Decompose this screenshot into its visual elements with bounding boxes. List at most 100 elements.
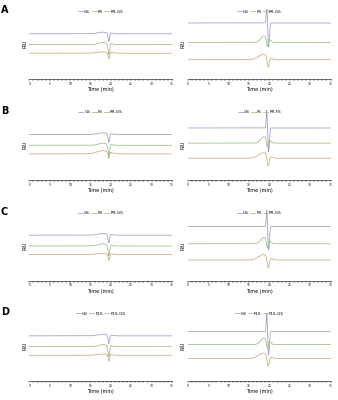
F1S-GS [240, 356, 244, 361]
PS [101, 40, 105, 45]
PR-GS [329, 258, 333, 262]
PS [120, 42, 124, 47]
PR-GS [303, 258, 307, 262]
PS [27, 42, 31, 47]
PS [186, 40, 190, 45]
F1S-GS [271, 356, 275, 360]
Line: GS: GS [29, 133, 172, 142]
F1S [279, 342, 283, 347]
GS [265, 107, 269, 112]
PS [134, 244, 138, 248]
GS [240, 126, 244, 130]
Legend: GS, PS, PR-GS: GS, PS, PR-GS [78, 10, 123, 14]
PR-GS [240, 258, 244, 262]
FS [134, 143, 138, 148]
GS [120, 132, 124, 137]
X-axis label: Time (min): Time (min) [87, 390, 114, 394]
PR-GS [212, 57, 216, 62]
FS [113, 143, 117, 148]
GS [170, 31, 174, 36]
PR-GS [266, 265, 270, 270]
PR-GS [82, 51, 86, 56]
Line: PS: PS [29, 244, 172, 256]
Line: FS: FS [29, 143, 172, 155]
GS [271, 224, 275, 229]
GS [107, 39, 111, 44]
F1S [27, 344, 31, 349]
FS [265, 145, 269, 150]
GS [303, 224, 307, 229]
PR-GS [113, 151, 117, 156]
Y-axis label: RIU: RIU [22, 40, 27, 48]
Line: GS: GS [29, 234, 172, 243]
PS [265, 246, 269, 250]
Line: PR-GS: PR-GS [29, 52, 172, 59]
FS [53, 143, 57, 148]
Legend: GS, PS, PR-GS: GS, PS, PR-GS [237, 211, 282, 215]
GS [279, 329, 283, 334]
FS [82, 143, 86, 148]
GS [292, 329, 296, 334]
PR-GS [53, 152, 57, 156]
F1S [292, 342, 296, 347]
PR-GS [107, 258, 111, 263]
FS [101, 141, 105, 146]
FS [271, 140, 275, 145]
FS [170, 143, 174, 148]
F1S-GS [329, 356, 333, 361]
F1S-GS [266, 364, 270, 368]
GS [101, 231, 105, 236]
FS [292, 141, 296, 146]
GS [292, 20, 296, 25]
PR-GS [279, 258, 283, 262]
Legend: GS, F1S, F1S-GS: GS, F1S, F1S-GS [76, 312, 125, 316]
F1S [101, 342, 105, 347]
GS [240, 224, 244, 229]
PR-GS [27, 152, 31, 156]
F1S [265, 346, 269, 351]
Legend: GS, FS, PR-GS: GS, FS, PR-GS [78, 110, 123, 114]
GS [240, 329, 244, 334]
PR-FS [279, 156, 283, 161]
GS [120, 233, 124, 238]
F1S-GS [120, 353, 124, 358]
PS [145, 244, 149, 248]
FS [27, 143, 31, 148]
PR-GS [120, 51, 124, 56]
FS [262, 134, 266, 139]
F1S-GS [27, 353, 31, 358]
PS [240, 40, 244, 45]
PS [279, 242, 283, 246]
Y-axis label: RIU: RIU [181, 342, 186, 350]
Line: GS: GS [29, 32, 172, 42]
GS [329, 224, 333, 229]
GS [170, 233, 174, 238]
PR-GS [53, 51, 57, 56]
GS [113, 31, 117, 36]
F1S [170, 344, 174, 349]
GS [107, 140, 111, 145]
X-axis label: Time (min): Time (min) [87, 289, 114, 294]
Line: F1S-GS: F1S-GS [29, 354, 172, 361]
X-axis label: Time (min): Time (min) [246, 390, 272, 394]
PS [262, 34, 266, 38]
FS [145, 143, 149, 148]
Y-axis label: RIU: RIU [181, 241, 186, 250]
F1S [120, 344, 124, 349]
PS [292, 40, 296, 45]
PR-GS [113, 252, 117, 257]
Y-axis label: RIU: RIU [181, 40, 186, 48]
Y-axis label: RIU: RIU [22, 342, 27, 350]
Y-axis label: RIU: RIU [22, 140, 27, 149]
Legend: GS, FS, PR-FS: GS, FS, PR-FS [238, 110, 281, 114]
PR-GS [266, 65, 270, 70]
F1S [82, 344, 86, 349]
PS [265, 44, 269, 49]
PR-GS [261, 52, 265, 57]
GS [265, 311, 269, 316]
F1S [53, 344, 57, 349]
F1S-GS [113, 353, 117, 358]
F1S [271, 342, 275, 347]
GS [265, 206, 269, 210]
GS [82, 31, 86, 36]
